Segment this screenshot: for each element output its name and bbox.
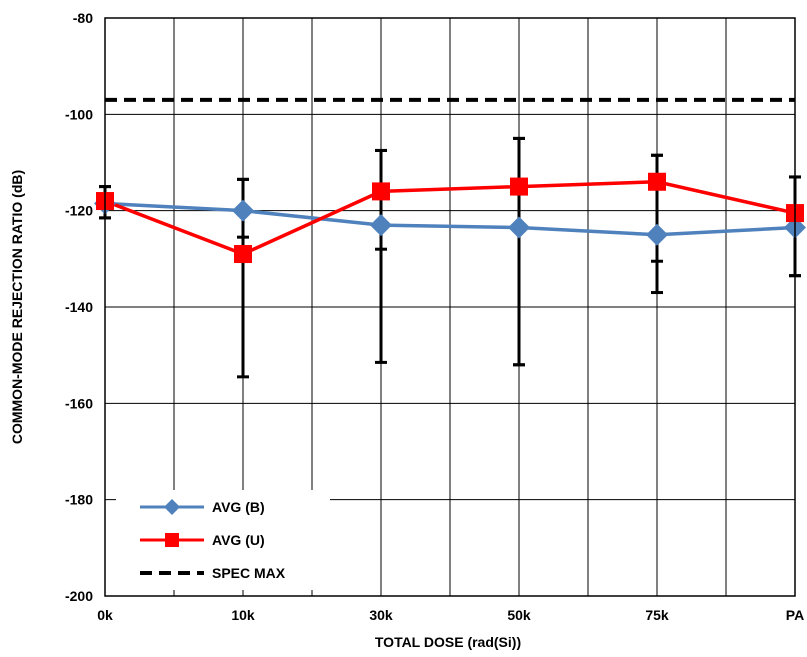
legend-label-avg-b: AVG (B) — [212, 499, 265, 515]
marker-s0-3 — [508, 216, 530, 239]
marker-s1-3 — [510, 177, 528, 196]
plot-border — [104, 17, 796, 597]
y-axis-title: COMMON-MODE REJECTION RATIO (dB) — [9, 170, 25, 444]
y-tick-label-2: -120 — [65, 203, 93, 219]
x-axis-title: TOTAL DOSE (rad(Si)) — [375, 634, 521, 650]
marker-s0-1 — [232, 199, 254, 222]
legend-swatch-avg-b-marker — [164, 499, 180, 515]
y-tick-label-3: -140 — [65, 299, 93, 315]
marker-s0-2 — [370, 214, 392, 237]
x-tick-label-5: PA — [786, 607, 804, 623]
series-line-1 — [104, 180, 796, 256]
legend-label-avg-u: AVG (U) — [212, 532, 265, 548]
marker-s1-1 — [234, 245, 252, 264]
y-tick-label-1: -100 — [65, 106, 93, 122]
series-group — [94, 172, 806, 264]
legend-item-avg-u: AVG (U) — [140, 532, 265, 548]
y-tick-label-5: -180 — [65, 492, 93, 508]
x-tick-label-4: 75k — [645, 607, 669, 623]
x-tick-label-2: 30k — [369, 607, 393, 623]
legend-label-spec-max: SPEC MAX — [212, 565, 286, 581]
y-tick-label-0: -80 — [73, 10, 93, 26]
x-tick-label-1: 10k — [231, 607, 255, 623]
marker-s0-4 — [646, 223, 668, 246]
legend-item-spec-max: SPEC MAX — [140, 565, 286, 581]
series-line-0 — [104, 201, 796, 237]
y-tick-labels: -80 -100 -120 -140 -160 -180 -200 — [65, 10, 93, 604]
marker-s1-4 — [648, 172, 666, 191]
marker-s1-2 — [372, 182, 390, 201]
x-tick-label-0: 0k — [97, 607, 113, 623]
legend: AVG (B) AVG (U) SPEC MAX — [116, 490, 330, 590]
legend-item-avg-b: AVG (B) — [140, 499, 265, 515]
y-tick-label-6: -200 — [65, 588, 93, 604]
x-tick-label-3: 50k — [507, 607, 531, 623]
legend-swatch-avg-u-marker — [165, 533, 179, 547]
y-tick-label-4: -160 — [65, 395, 93, 411]
x-tick-labels: 0k 10k 30k 50k 75k PA — [97, 607, 804, 623]
